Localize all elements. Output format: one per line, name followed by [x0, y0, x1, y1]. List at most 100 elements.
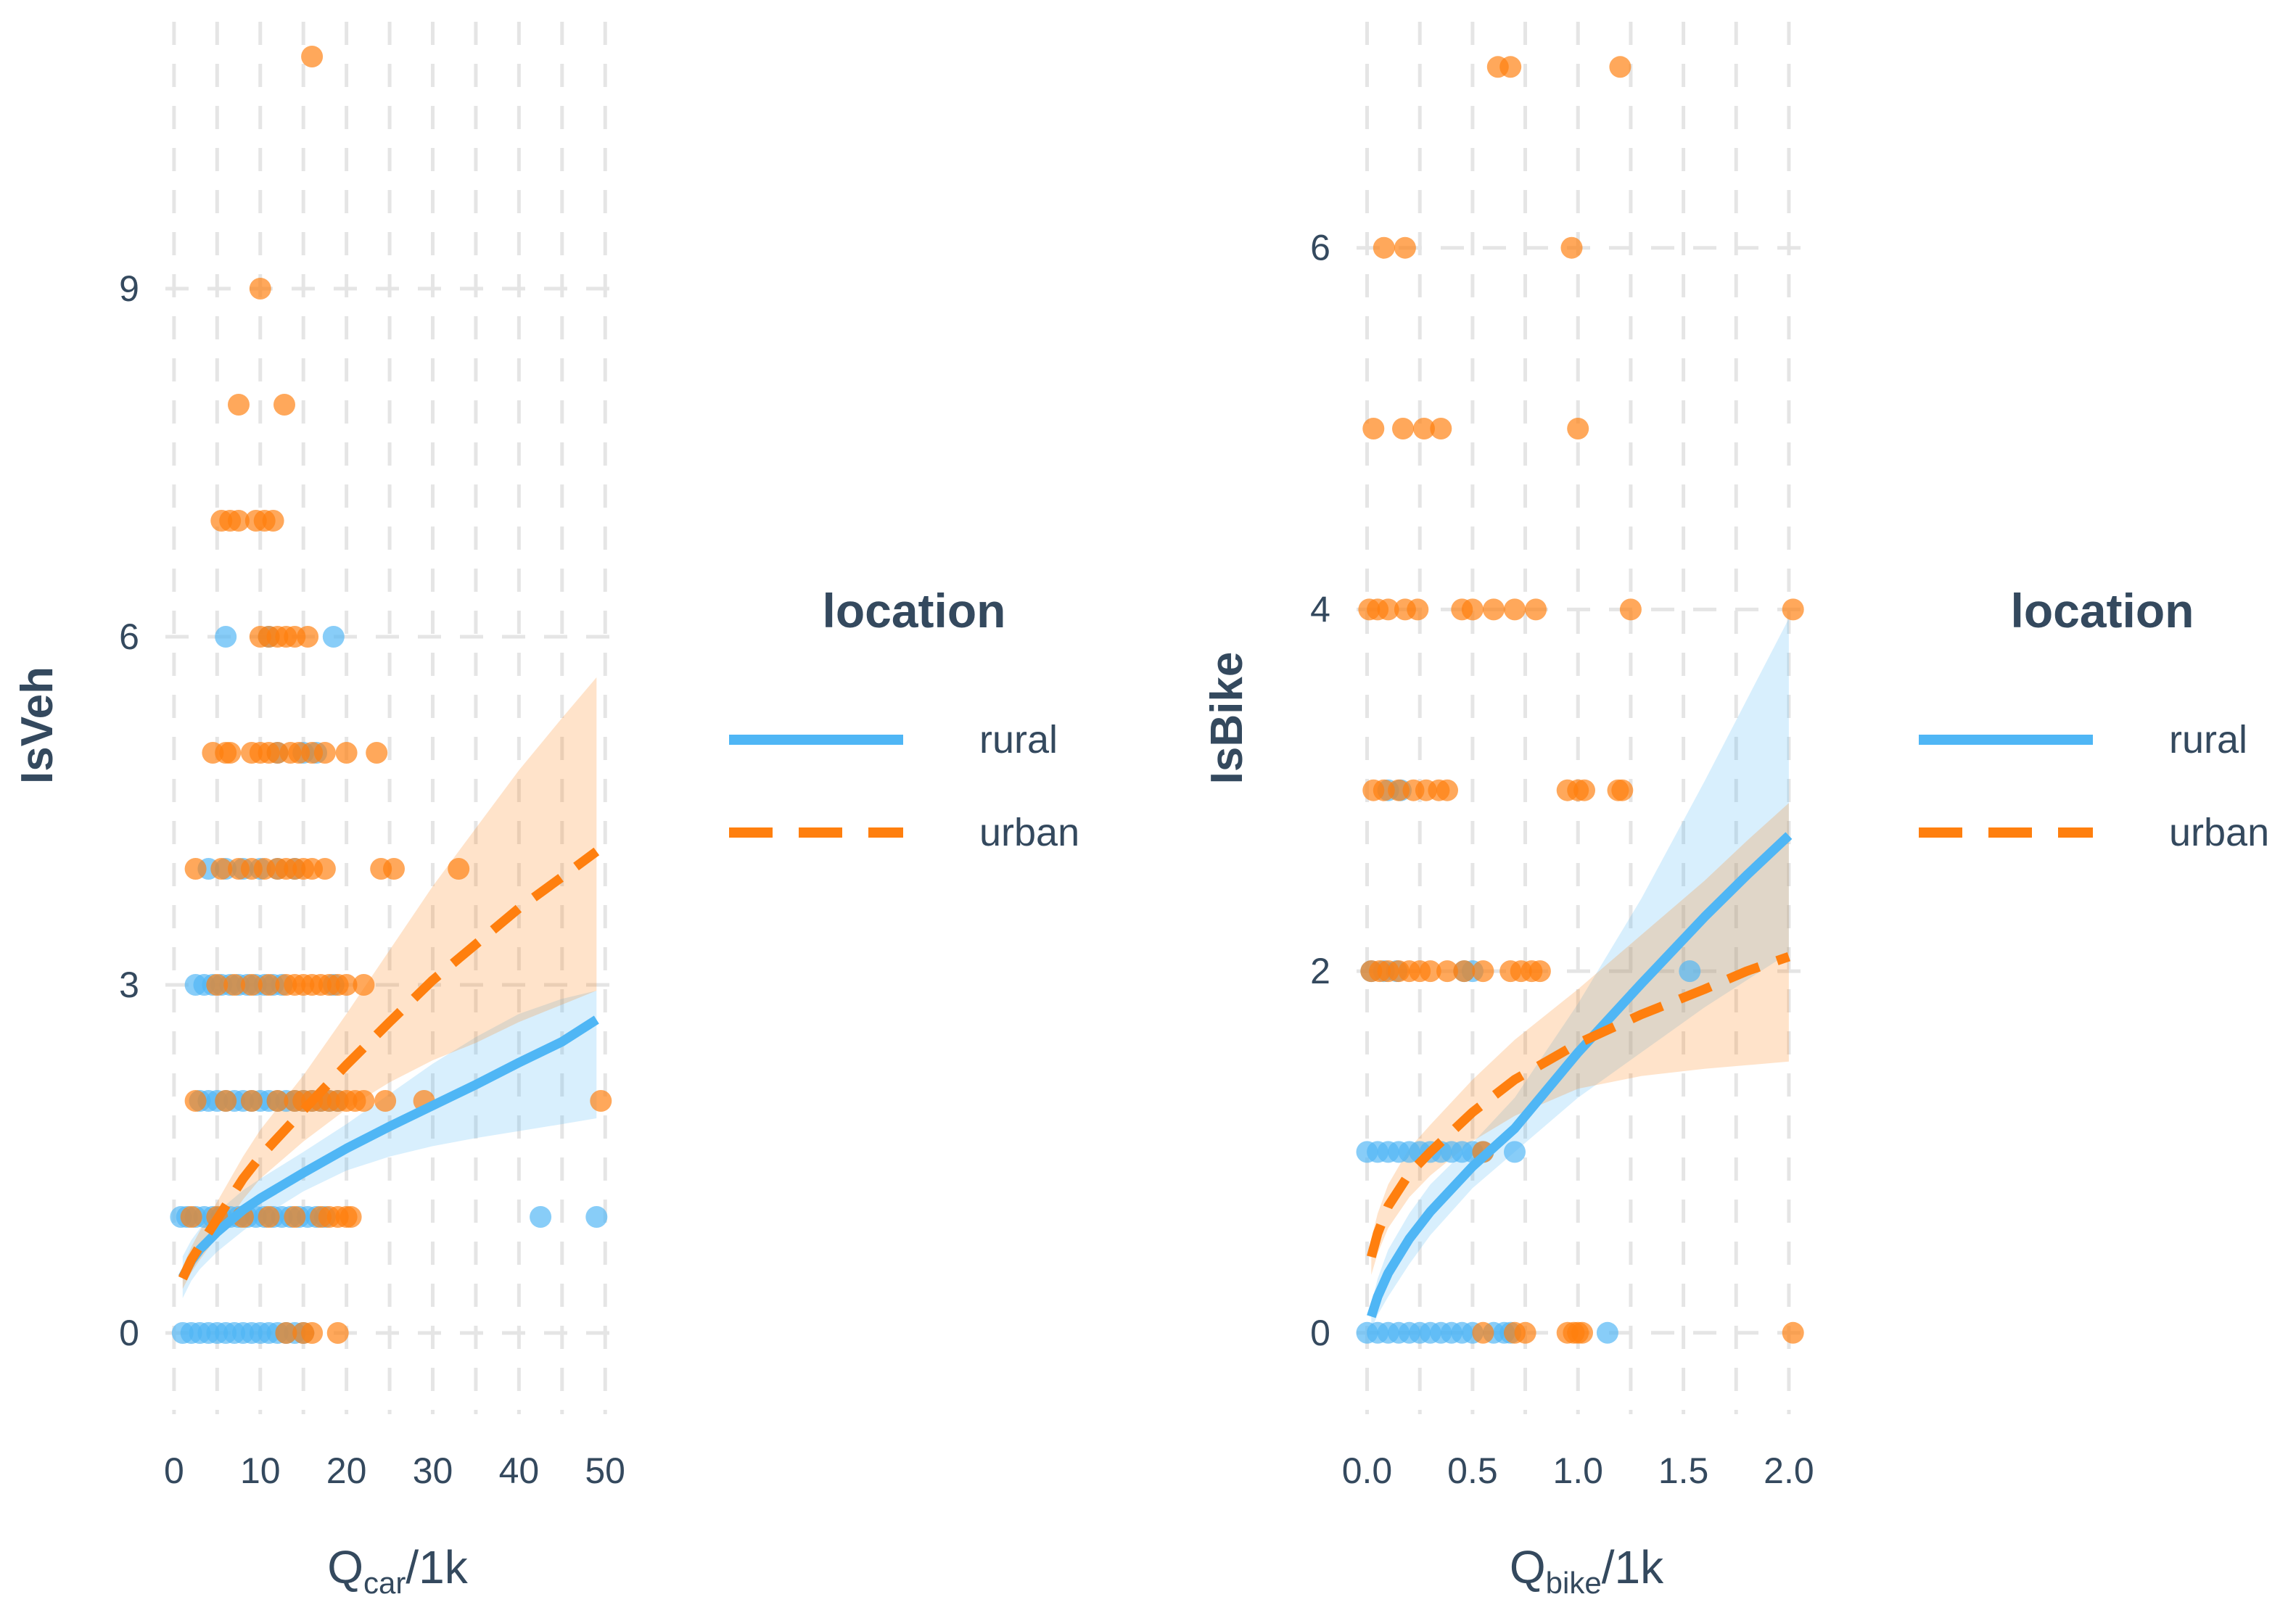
x-tick-label: 2.0	[1764, 1450, 1814, 1491]
data-point-rural	[1596, 1321, 1618, 1344]
data-point-urban	[262, 510, 284, 532]
data-point-urban	[275, 1322, 297, 1344]
data-point-urban	[1514, 1321, 1536, 1344]
fit-lines	[178, 847, 600, 1281]
x-axis-label: Qbike/1k	[1510, 1541, 1664, 1600]
x-axis-label-sub: car	[363, 1566, 406, 1600]
y-tick-label: 6	[1310, 228, 1330, 268]
chart-panel-isbike: 0.0 0.5 1.0 1.5 2.0 0 2 4 6 IsBike Qbike/1k loca…	[1202, 22, 2269, 1600]
data-point-urban	[223, 974, 246, 996]
x-tick-label: 0.5	[1447, 1450, 1498, 1491]
data-point-urban	[1430, 418, 1452, 439]
data-point-urban	[353, 1090, 375, 1112]
data-point-urban	[1571, 1321, 1593, 1344]
y-tick-label: 4	[1310, 589, 1330, 629]
data-point-urban	[374, 1090, 397, 1112]
data-point-rural	[1679, 960, 1701, 983]
data-point-urban	[1377, 598, 1399, 621]
data-point-urban	[273, 394, 295, 416]
data-point-urban	[1619, 598, 1642, 621]
y-axis-label: IsBike	[1202, 652, 1252, 785]
data-point-urban	[1472, 1321, 1494, 1344]
data-point-urban	[228, 394, 250, 416]
data-point-urban	[383, 858, 405, 880]
legend-title: location	[822, 584, 1005, 637]
data-point-urban	[249, 278, 271, 300]
x-tick-label: 10	[240, 1450, 281, 1491]
data-point-urban	[353, 974, 375, 996]
data-point-rural	[585, 1206, 608, 1228]
data-point-urban	[326, 1322, 349, 1344]
data-point-rural	[215, 626, 237, 648]
legend-title: location	[2010, 584, 2194, 637]
data-point-urban	[266, 1090, 289, 1112]
data-point-urban	[335, 974, 358, 996]
data-point-urban	[313, 742, 336, 764]
x-tick-label: 0	[164, 1450, 184, 1491]
data-point-urban	[1525, 598, 1547, 621]
x-tick-label: 50	[585, 1450, 625, 1491]
data-points	[1356, 56, 1804, 1344]
fit-lines	[1367, 832, 1793, 1318]
confidence-band-rural	[182, 991, 597, 1298]
data-point-urban	[210, 858, 233, 880]
legend-rural-label: rural	[2169, 718, 2247, 761]
data-point-urban	[1483, 598, 1505, 621]
x-tick-label: 40	[499, 1450, 540, 1491]
data-point-rural	[530, 1206, 552, 1228]
data-point-urban	[301, 46, 324, 67]
fit-line-rural	[1367, 832, 1793, 1318]
data-point-urban	[1392, 418, 1414, 439]
data-point-urban	[1782, 598, 1804, 621]
legend: location rural urban	[1919, 584, 2269, 854]
confidence-band-urban	[182, 677, 597, 1289]
legend-urban-label: urban	[2169, 811, 2269, 854]
fit-line-rural	[178, 1015, 599, 1280]
data-point-rural	[1504, 1141, 1526, 1163]
data-point-urban	[1499, 56, 1522, 78]
data-point-urban	[180, 1206, 202, 1228]
data-point-urban	[258, 974, 280, 996]
data-point-urban	[1419, 960, 1441, 983]
data-point-urban	[184, 1090, 207, 1112]
data-point-urban	[1407, 598, 1429, 621]
data-point-urban	[1394, 236, 1416, 259]
data-point-urban	[228, 510, 250, 532]
x-tick-label: 20	[326, 1450, 367, 1491]
fit-line-urban	[178, 847, 600, 1281]
data-point-urban	[1362, 418, 1385, 439]
data-point-urban	[1413, 418, 1435, 439]
y-tick-label: 6	[119, 616, 139, 657]
legend: location rural urban	[729, 584, 1079, 854]
data-points	[170, 46, 612, 1344]
x-tick-label: 0.0	[1342, 1450, 1393, 1491]
data-point-urban	[1436, 779, 1458, 801]
data-point-urban	[366, 742, 388, 764]
data-point-urban	[1528, 960, 1551, 983]
data-point-urban	[1560, 236, 1583, 259]
x-axis-label-sub: bike	[1546, 1566, 1602, 1600]
x-tick-label: 30	[413, 1450, 453, 1491]
data-point-urban	[215, 1090, 237, 1112]
data-point-urban	[184, 858, 207, 880]
data-point-urban	[297, 626, 319, 648]
data-point-urban	[313, 858, 336, 880]
data-point-urban	[1436, 960, 1458, 983]
data-point-urban	[1373, 236, 1395, 259]
tick-labels: 0.0 0.5 1.0 1.5 2.0 0 2 4 6	[1310, 228, 1814, 1491]
legend-rural-label: rural	[979, 718, 1058, 761]
chart-panel-isveh: 0 10 20 30 40 50 0 3 6 9 IsVeh Qcar/1k location r…	[12, 22, 1079, 1600]
y-tick-label: 9	[119, 268, 139, 309]
x-axis-label-base: Q	[1510, 1541, 1546, 1593]
x-tick-label: 1.0	[1552, 1450, 1603, 1491]
grid-lines	[165, 22, 622, 1414]
data-point-urban	[1782, 1321, 1804, 1344]
data-point-urban	[258, 1206, 280, 1228]
x-axis-label: Qcar/1k	[327, 1541, 469, 1600]
data-point-urban	[335, 742, 358, 764]
data-point-urban	[301, 1322, 324, 1344]
y-axis-label: IsVeh	[12, 666, 62, 784]
data-point-urban	[219, 742, 242, 764]
confidence-band-urban	[1371, 803, 1789, 1275]
